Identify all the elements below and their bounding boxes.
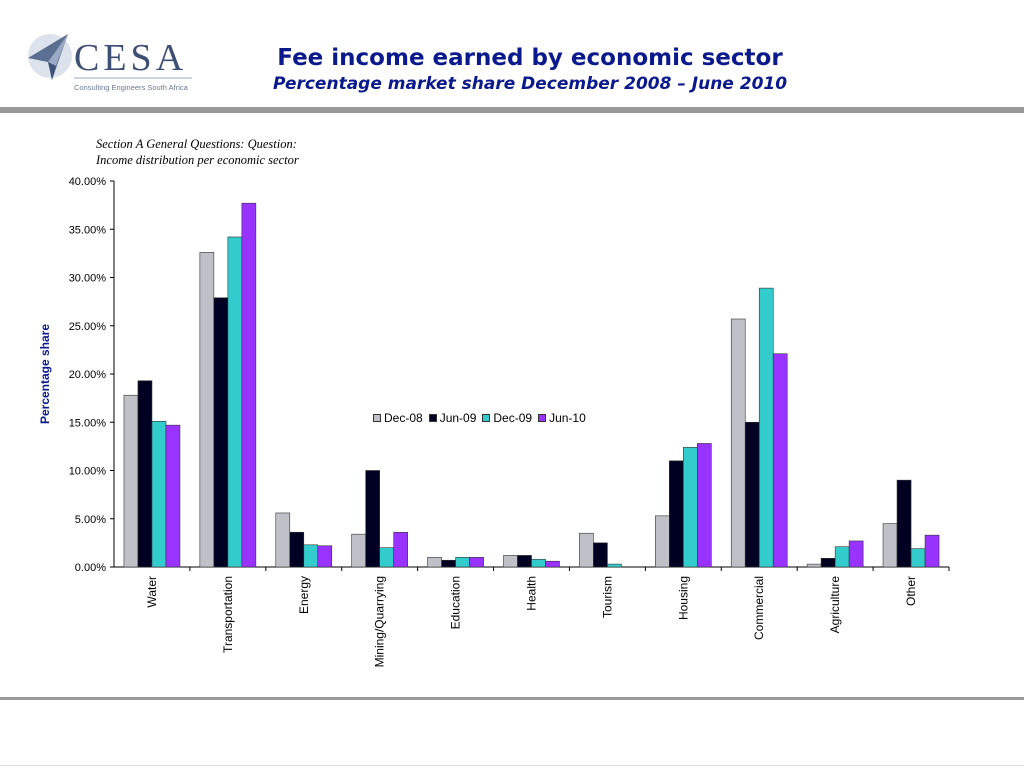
bar-dec-09-education: [455, 557, 470, 568]
bar-dec-09-housing: [683, 447, 698, 568]
x-tick-label: Housing: [676, 576, 690, 620]
bar-dec-08-health: [503, 555, 518, 568]
y-tick-label: 0.00%: [75, 562, 106, 574]
bar-jun-10-other: [924, 534, 940, 568]
footer-line: [0, 765, 1024, 766]
bar-jun-09-health: [517, 555, 532, 568]
x-tick-label: Water: [145, 576, 159, 608]
bar-dec-09-water: [151, 420, 167, 568]
bar-jun-09-tourism: [593, 542, 608, 568]
logo-plane-icon: [28, 34, 72, 80]
bar-jun-09-transportation: [213, 297, 229, 568]
legend-swatch: [373, 414, 381, 422]
bar-jun-09-miningquarrying: [365, 470, 380, 568]
y-tick-label: 15.00%: [69, 417, 107, 429]
bar-dec-09-tourism: [607, 563, 622, 568]
legend-item: Dec-09: [482, 411, 532, 425]
bar-dec-08-miningquarrying: [351, 533, 366, 568]
bar-jun-09-water: [137, 380, 153, 568]
bar-jun-09-energy: [289, 531, 305, 568]
x-tick-label: Transportation: [221, 576, 235, 653]
x-tick-label: Agriculture: [828, 576, 842, 634]
bar-dec-09-health: [531, 558, 546, 568]
y-tick-label: 5.00%: [75, 514, 106, 526]
legend-label: Jun-10: [549, 411, 586, 425]
bar-dec-08-commercial: [730, 318, 746, 568]
y-tick-label: 35.00%: [69, 224, 107, 236]
bar-dec-09-miningquarrying: [379, 547, 394, 568]
bar-jun-10-health: [545, 560, 560, 568]
bar-dec-09-transportation: [227, 236, 243, 568]
bar-dec-08-tourism: [579, 532, 594, 568]
bar-dec-09-energy: [303, 544, 319, 568]
bar-jun-10-housing: [697, 443, 712, 568]
legend-swatch: [428, 414, 437, 422]
bar-jun-10-transportation: [241, 202, 257, 568]
legend-swatch: [538, 414, 547, 422]
bar-dec-09-commercial: [758, 287, 774, 568]
logo-wordmark: CESA: [74, 37, 187, 79]
bar-jun-09-education: [441, 559, 456, 568]
bar-jun-09-commercial: [744, 421, 760, 568]
legend-item: Jun-09: [428, 411, 477, 425]
x-tick-label: Education: [449, 576, 463, 629]
x-tick-label: Mining/Quarrying: [373, 576, 387, 667]
footer-divider: [0, 697, 1024, 700]
bar-dec-09-agriculture: [834, 546, 850, 568]
bar-dec-08-housing: [655, 515, 670, 568]
legend-item: Dec-08: [373, 411, 423, 425]
bar-jun-10-education: [469, 557, 484, 568]
legend-swatch: [482, 414, 491, 422]
x-tick-label: Tourism: [600, 576, 614, 618]
bar-dec-08-water: [123, 394, 139, 568]
bar-jun-10-water: [165, 424, 181, 568]
chart-caption-line2: Income distribution per economic sector: [96, 153, 299, 167]
bar-dec-08-education: [427, 557, 442, 568]
bar-jun-10-agriculture: [848, 540, 864, 568]
chart-legend: Dec-08 Jun-09 Dec-09 Jun-10: [373, 411, 592, 425]
y-tick-label: 25.00%: [69, 321, 107, 333]
x-tick-label: Other: [904, 576, 918, 606]
title-block: Fee income earned by economic sector Per…: [230, 44, 830, 96]
bar-dec-09-other: [910, 548, 926, 568]
bar-chart: 0.00% 5.00% 10.00% 15.00% 20.00% 25.00% 30.00%…: [38, 176, 950, 667]
legend-label: Jun-09: [439, 411, 477, 425]
bar-jun-09-agriculture: [820, 558, 836, 568]
bar-dec-08-energy: [275, 512, 291, 568]
y-tick-label: 10.00%: [69, 466, 107, 478]
bar-dec-08-agriculture: [806, 563, 822, 568]
y-tick-label: 30.00%: [69, 273, 107, 285]
x-tick-label: Health: [525, 576, 539, 611]
bar-jun-10-miningquarrying: [393, 531, 408, 568]
legend-label: Dec-09: [493, 411, 533, 425]
y-tick-label: 40.00%: [69, 176, 107, 188]
cesa-logo: CESA Consulting Engineers South Africa: [22, 30, 202, 96]
legend-label: Dec-08: [384, 411, 423, 425]
y-tick-label: 20.00%: [69, 369, 107, 381]
y-axis-title: Percentage share: [38, 324, 52, 424]
page-title: Fee income earned by economic sector: [277, 45, 783, 71]
chart-caption: Section A General Questions: Question: I…: [96, 136, 299, 168]
chart-caption-line1: Section A General Questions: Question:: [96, 137, 297, 151]
bar-jun-10-commercial: [772, 353, 788, 568]
bar-dec-08-transportation: [199, 252, 215, 568]
x-tick-label: Energy: [297, 576, 311, 614]
bar-jun-09-housing: [669, 460, 684, 568]
header-divider: [0, 107, 1024, 113]
bar-jun-10-energy: [317, 545, 333, 568]
page-subtitle: Percentage market share December 2008 – …: [272, 74, 788, 94]
legend-item: Jun-10: [538, 411, 586, 425]
bar-dec-08-other: [882, 523, 898, 568]
x-tick-label: Commercial: [752, 576, 766, 640]
bar-jun-09-other: [896, 479, 912, 568]
logo-tagline: Consulting Engineers South Africa: [74, 83, 189, 92]
